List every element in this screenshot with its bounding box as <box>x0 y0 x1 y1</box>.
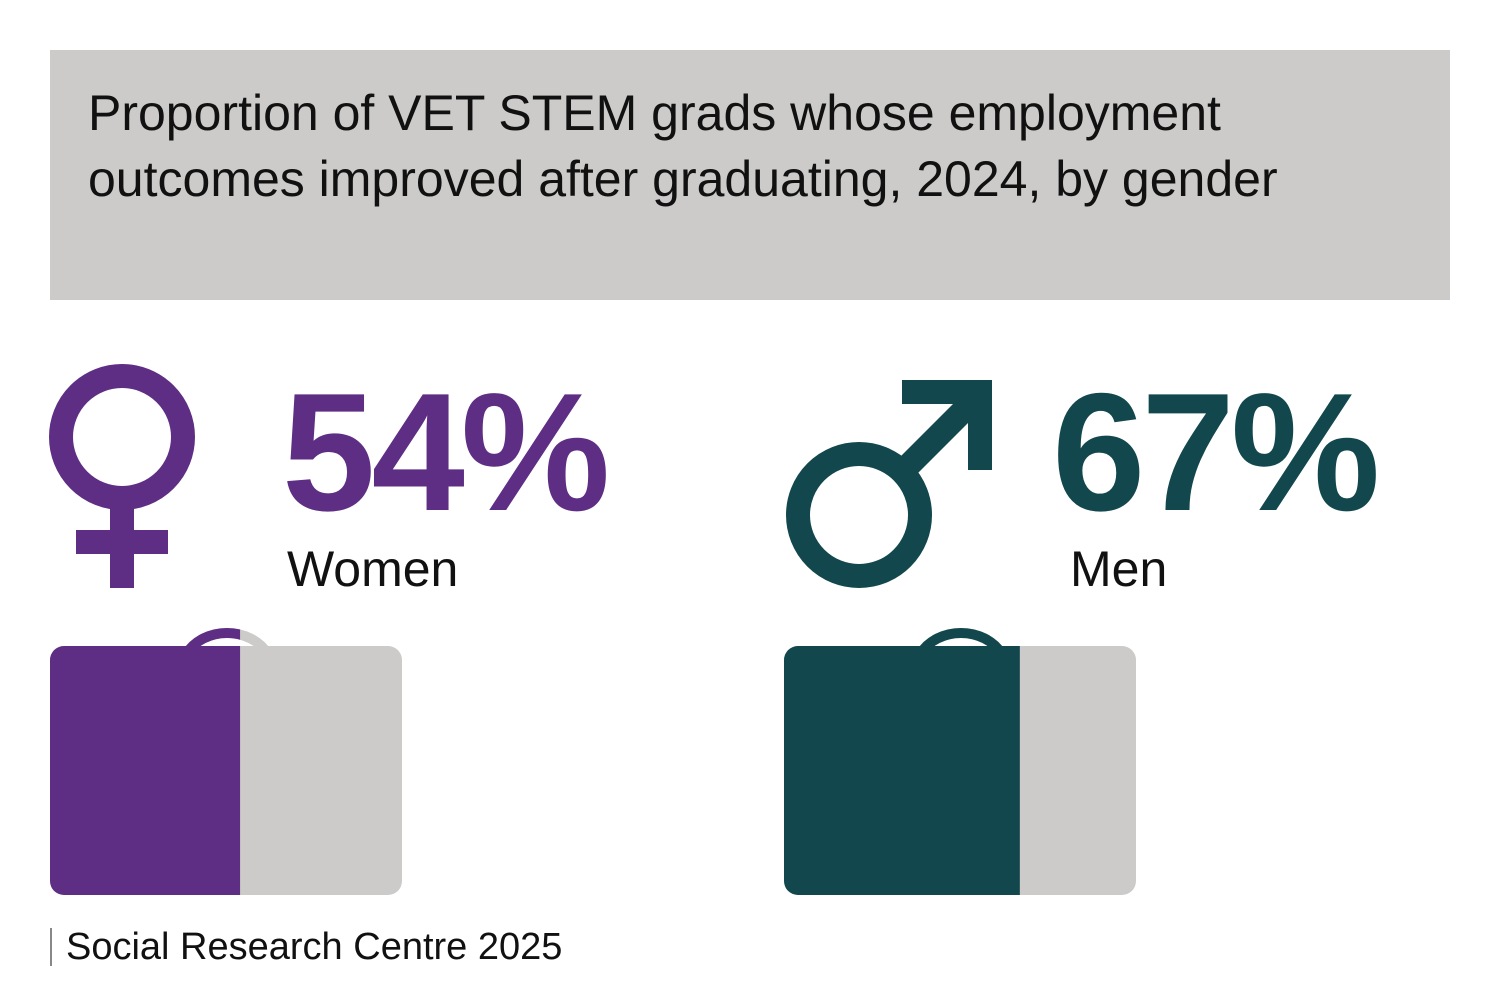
chart-title: Proportion of VET STEM grads whose emplo… <box>88 85 1278 207</box>
women-value-label: 54% <box>282 358 610 546</box>
women-briefcase-bar <box>50 627 402 895</box>
men-handle-fill <box>916 627 1006 656</box>
female-symbol-icon <box>49 364 195 588</box>
women-label: Women <box>287 541 459 597</box>
women-bar-fill <box>50 646 241 895</box>
source-credit: Social Research Centre 2025 <box>50 928 562 966</box>
men-label: Men <box>1070 541 1168 597</box>
men-bar-fill <box>784 646 1020 895</box>
women-handle-fill <box>182 627 241 656</box>
men-value-label: 67% <box>1052 358 1380 546</box>
men-briefcase-bar <box>784 627 1136 895</box>
male-symbol-icon <box>786 380 992 588</box>
title-banner: Proportion of VET STEM grads whose emplo… <box>50 50 1450 300</box>
